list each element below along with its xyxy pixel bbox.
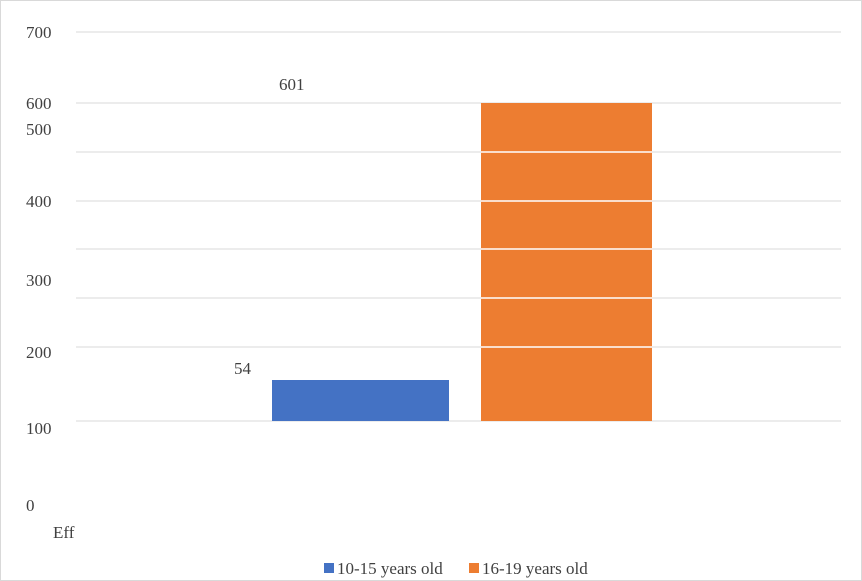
y-tick-label: 200 [26, 343, 52, 362]
y-tick-label: 400 [26, 192, 52, 211]
data-labels: 54 601 [234, 75, 305, 378]
legend-label: 16-19 years old [482, 559, 588, 578]
legend: 10-15 years old 16-19 years old [324, 559, 588, 578]
y-tick-label: 100 [26, 419, 52, 438]
y-tick-label: 500 [26, 120, 52, 139]
legend-swatch [469, 563, 479, 573]
legend-label: 10-15 years old [337, 559, 443, 578]
y-tick-label: 300 [26, 271, 52, 290]
y-axis-tick-labels: 700 600 500 400 300 200 100 0 [26, 23, 52, 515]
bars [272, 103, 652, 421]
y-axis-title: Eff [53, 523, 75, 542]
legend-swatch [324, 563, 334, 573]
bar-2 [481, 103, 652, 421]
bar-1 [272, 380, 449, 421]
y-tick-label: 0 [26, 496, 35, 515]
y-tick-label: 700 [26, 23, 52, 42]
data-label: 601 [279, 75, 305, 94]
data-label: 54 [234, 359, 252, 378]
gridlines [76, 31, 841, 422]
y-tick-label: 600 [26, 94, 52, 113]
